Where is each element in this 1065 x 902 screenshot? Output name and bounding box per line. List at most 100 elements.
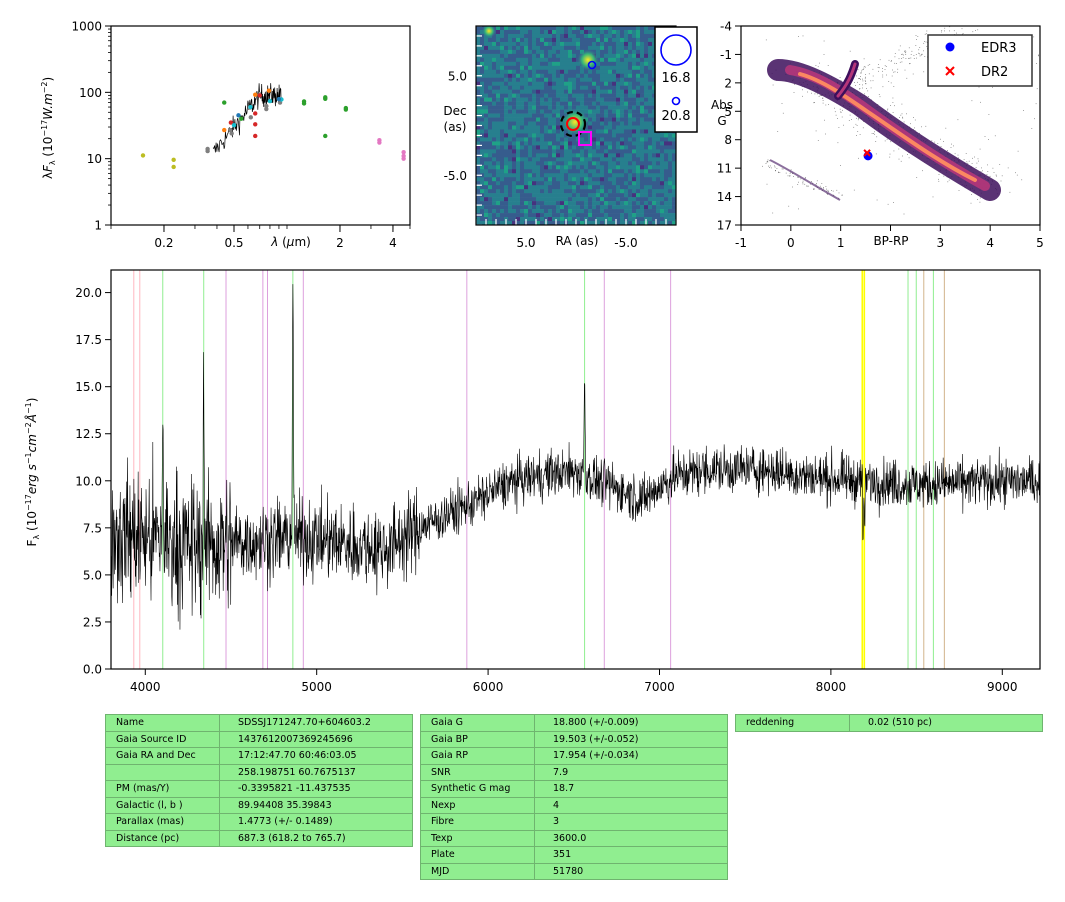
hrd-ylabel-g: G <box>717 114 726 128</box>
hrd-xtick-label-4: 3 <box>937 236 945 250</box>
photometry-key: Gaia G <box>420 714 535 732</box>
spectrum-flux-line <box>111 284 1040 630</box>
sed-point-0 <box>140 153 146 158</box>
sed-point-22 <box>248 104 253 110</box>
photometry-value: 351 <box>534 846 728 864</box>
info-key <box>105 763 220 781</box>
sed-point-28 <box>301 101 307 106</box>
sed-point-21 <box>231 122 237 128</box>
photometry-row: Gaia BP 19.503 (+/-0.052) <box>420 730 728 748</box>
spectrum-xtick-2: 6000 <box>473 680 504 694</box>
legend-edr3-label: EDR3 <box>981 41 1017 56</box>
spectrum-panel: 4000 5000 6000 7000 8000 9000 0.0 2.5 5.0 7.5 10.0… <box>24 269 1041 694</box>
sed-point-31 <box>323 133 328 139</box>
info-row: Name SDSSJ171247.70+604603.2 <box>105 714 413 732</box>
hrd-panel: -1 0 1 3 4 5 -4 -1 2 5 8 11 14 17 BP-RP Abs G EDR3 DR… <box>711 20 1044 251</box>
spectrum-ytick-6: 15.0 <box>75 380 102 394</box>
neighbor-marker <box>587 60 597 70</box>
star-dr2-marker <box>863 149 871 157</box>
image-xtick-1: -5.0 <box>614 236 637 250</box>
sed-point-20 <box>257 93 262 98</box>
photometry-value: 18.800 (+/-0.009) <box>534 714 728 732</box>
sed-spectrum-line <box>212 83 282 153</box>
sed-xtick-2: 2 <box>336 236 344 250</box>
photometry-table: Gaia G 18.800 (+/-0.009) Gaia BP 19.503 (+/… <box>420 714 728 880</box>
sed-ylabel: λFλ (10−17W.m−2) <box>40 77 57 179</box>
spectrum-ylabel: Fλ (10−17erg s−1cm−2Å−1) <box>24 398 41 547</box>
hrd-legend: EDR3 DR2 <box>927 34 1033 87</box>
reddening-value: 0.02 (510 pc) <box>849 714 1043 732</box>
image-panel: 5.0 -5.0 5.0 -5.0 RA (as) Dec (as) 16.8 20.… <box>443 25 698 250</box>
hrd-ytick-6: 14 <box>717 190 732 204</box>
photometry-row: MJD 51780 <box>420 862 728 880</box>
photometry-key: Nexp <box>420 796 535 814</box>
photometry-value: 18.7 <box>534 780 728 798</box>
sed-point-36 <box>401 150 406 155</box>
reddening-table: reddening 0.02 (510 pc) <box>735 714 1043 732</box>
info-key: Name <box>105 714 220 732</box>
photometry-row: SNR 7.9 <box>420 763 728 781</box>
photometry-value: 4 <box>534 796 728 814</box>
sed-point-33 <box>343 107 349 112</box>
legend-edr3-dot-icon <box>945 42 955 52</box>
spectrum-xtick-4: 8000 <box>816 680 847 694</box>
sed-point-30 <box>323 96 328 101</box>
sed-xtick-3: 4 <box>389 236 397 250</box>
info-key: PM (mas/Y) <box>105 780 220 798</box>
sed-point-7 <box>248 115 254 120</box>
pm-box-marker <box>578 131 592 146</box>
spectrum-xtick-0: 4000 <box>130 680 161 694</box>
info-row: Gaia Source ID 1437612007369245696 <box>105 730 413 748</box>
sed-xtick-1: 0.5 <box>224 236 243 250</box>
spectrum-ytick-7: 17.5 <box>75 333 102 347</box>
sed-point-2 <box>171 164 176 170</box>
hrd-ylabel-abs: Abs <box>711 98 733 112</box>
photometry-row: Texp 3600.0 <box>420 829 728 847</box>
spectrum-xtick-1: 5000 <box>301 680 332 694</box>
hrd-xtick-label-6: 5 <box>1036 236 1044 250</box>
sed-xtick-0: 0.2 <box>154 236 173 250</box>
star-info-table: Name SDSSJ171247.70+604603.2 Gaia Source I… <box>105 714 413 847</box>
reddening-row: reddening 0.02 (510 pc) <box>735 714 1043 732</box>
photometry-value: 3 <box>534 813 728 831</box>
hrd-xtick-label-2: 1 <box>837 236 845 250</box>
hrd-ytick-3: 5 <box>724 105 732 119</box>
spectrum-ytick-3: 7.5 <box>83 521 102 535</box>
info-row: 258.198751 60.7675137 <box>105 763 413 781</box>
sed-xlabel: λ (μm) <box>270 235 311 249</box>
photometry-key: MJD <box>420 862 535 880</box>
photometry-key: Gaia BP <box>420 730 535 748</box>
reddening-key: reddening <box>735 714 850 732</box>
info-value: -0.3395821 -11.437535 <box>219 780 413 798</box>
info-value: 1437612007369245696 <box>219 730 413 748</box>
spectrum-xtick-5: 9000 <box>987 680 1018 694</box>
spectrum-ytick-0: 0.0 <box>83 663 102 677</box>
sed-point-38 <box>401 156 406 161</box>
info-value: 17:12:47.70 60:46:03.05 <box>219 747 413 765</box>
info-value: 1.4773 (+/- 0.1489) <box>219 813 413 831</box>
hrd-ytick-1: -1 <box>720 48 732 62</box>
photometry-row: Gaia G 18.800 (+/-0.009) <box>420 714 728 732</box>
legend-dr2-label: DR2 <box>981 65 1008 80</box>
spectrum-ytick-8: 20.0 <box>75 286 102 300</box>
legend-mag-bright: 16.8 <box>662 71 691 86</box>
info-value: 687.3 (618.2 to 765.7) <box>219 829 413 847</box>
image-legend: 16.8 20.8 <box>654 26 698 133</box>
hrd-ytick-2: 2 <box>724 76 732 90</box>
spectrum-ytick-2: 5.0 <box>83 568 102 582</box>
image-ytick-1: -5.0 <box>444 169 467 183</box>
photometry-value: 19.503 (+/-0.052) <box>534 730 728 748</box>
info-key: Gaia Source ID <box>105 730 220 748</box>
photometry-key: Synthetic G mag <box>420 780 535 798</box>
sed-point-23 <box>267 98 273 104</box>
hrd-ytick-4: 8 <box>724 133 732 147</box>
dr2-position-marker <box>566 117 580 131</box>
info-key: Gaia RA and Dec <box>105 747 220 765</box>
sed-point-13 <box>222 127 227 133</box>
sed-point-11 <box>222 100 227 105</box>
sed-point-4 <box>205 146 210 152</box>
photometry-key: Gaia RP <box>420 747 535 765</box>
hrd-xtick-label-5: 4 <box>986 236 994 250</box>
info-key: Parallax (mas) <box>105 813 220 831</box>
image-xlabel: RA (as) <box>556 234 599 248</box>
